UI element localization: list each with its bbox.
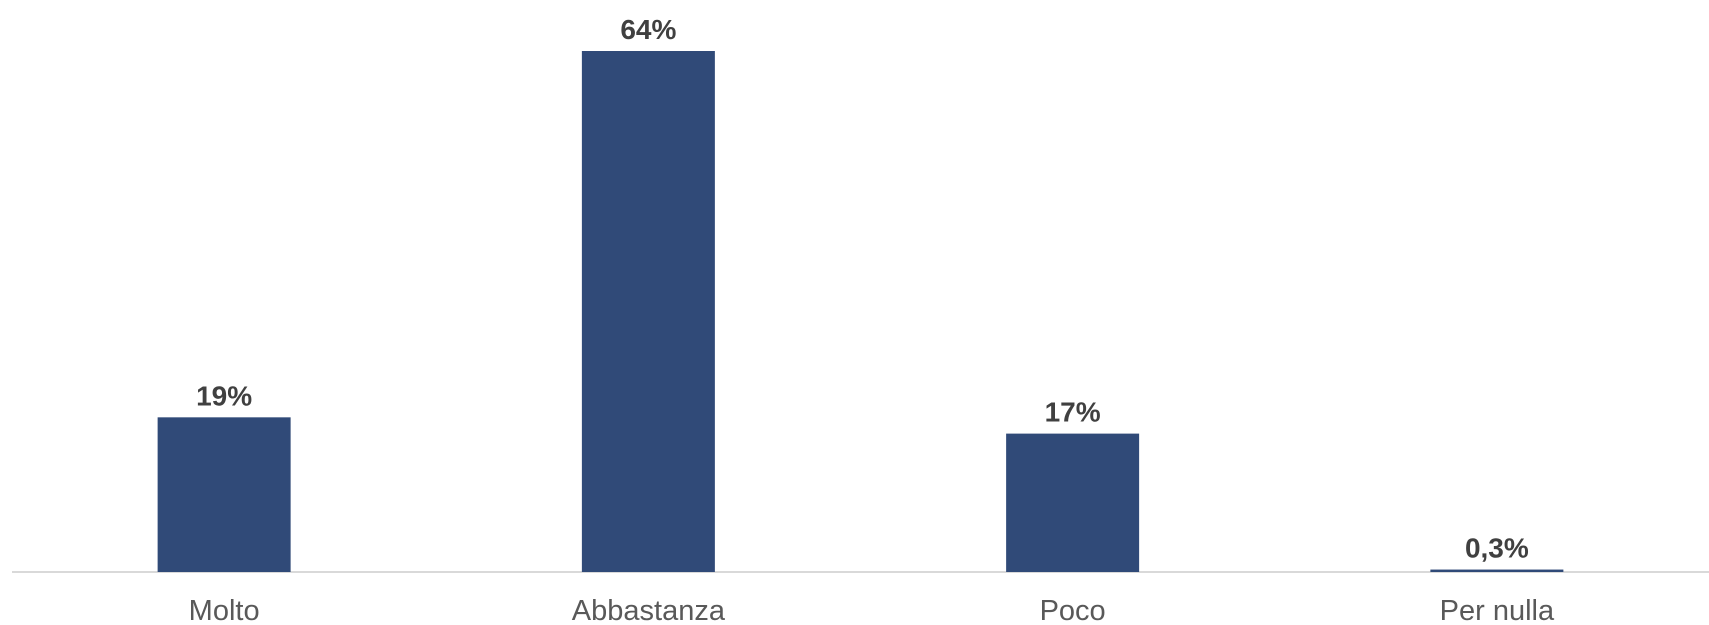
category-label: Poco bbox=[1040, 595, 1106, 625]
value-labels-group: 19% 64% 17% 0,3% bbox=[196, 14, 1529, 564]
value-label: 0,3% bbox=[1465, 533, 1529, 564]
value-label: 19% bbox=[196, 380, 252, 411]
category-label: Molto bbox=[189, 595, 260, 625]
bar-abbastanza bbox=[581, 51, 715, 572]
bar-poco bbox=[1006, 433, 1140, 572]
category-label: Per nulla bbox=[1440, 595, 1555, 625]
bar-molto bbox=[157, 417, 291, 572]
category-labels-group: Molto Abbastanza Poco Per nulla bbox=[189, 595, 1555, 625]
bar-per-nulla bbox=[1430, 569, 1564, 572]
value-label: 64% bbox=[620, 14, 676, 45]
bars-group bbox=[157, 51, 1564, 572]
category-label: Abbastanza bbox=[572, 595, 726, 625]
value-label: 17% bbox=[1045, 397, 1101, 428]
